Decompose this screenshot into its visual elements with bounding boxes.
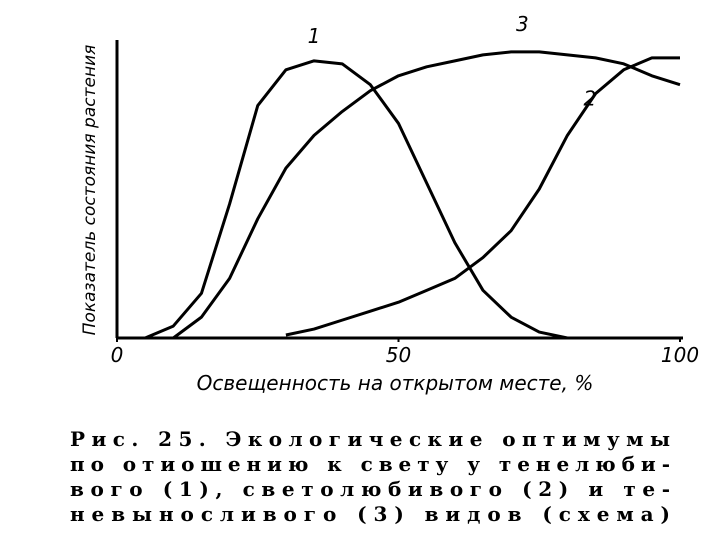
curve-label: 2 bbox=[584, 87, 597, 111]
x-tick-label: 50 bbox=[386, 343, 411, 367]
x-axis-label: Освещенность на открытом месте, % bbox=[197, 371, 594, 395]
y-axis-label: Показатель состояния растения bbox=[80, 45, 100, 336]
curve bbox=[117, 59, 568, 340]
x-tick-label: 0 bbox=[111, 343, 124, 367]
x-tick-label: 100 bbox=[661, 343, 699, 367]
caption-line: Рис. 25. Экологические оптимумы bbox=[70, 427, 670, 451]
curve-label: 3 bbox=[516, 12, 529, 36]
curve bbox=[285, 56, 680, 337]
caption-line: по отиошению к свету у тенелюби- bbox=[70, 452, 670, 476]
curve bbox=[172, 50, 681, 340]
curve-label: 1 bbox=[308, 24, 321, 48]
